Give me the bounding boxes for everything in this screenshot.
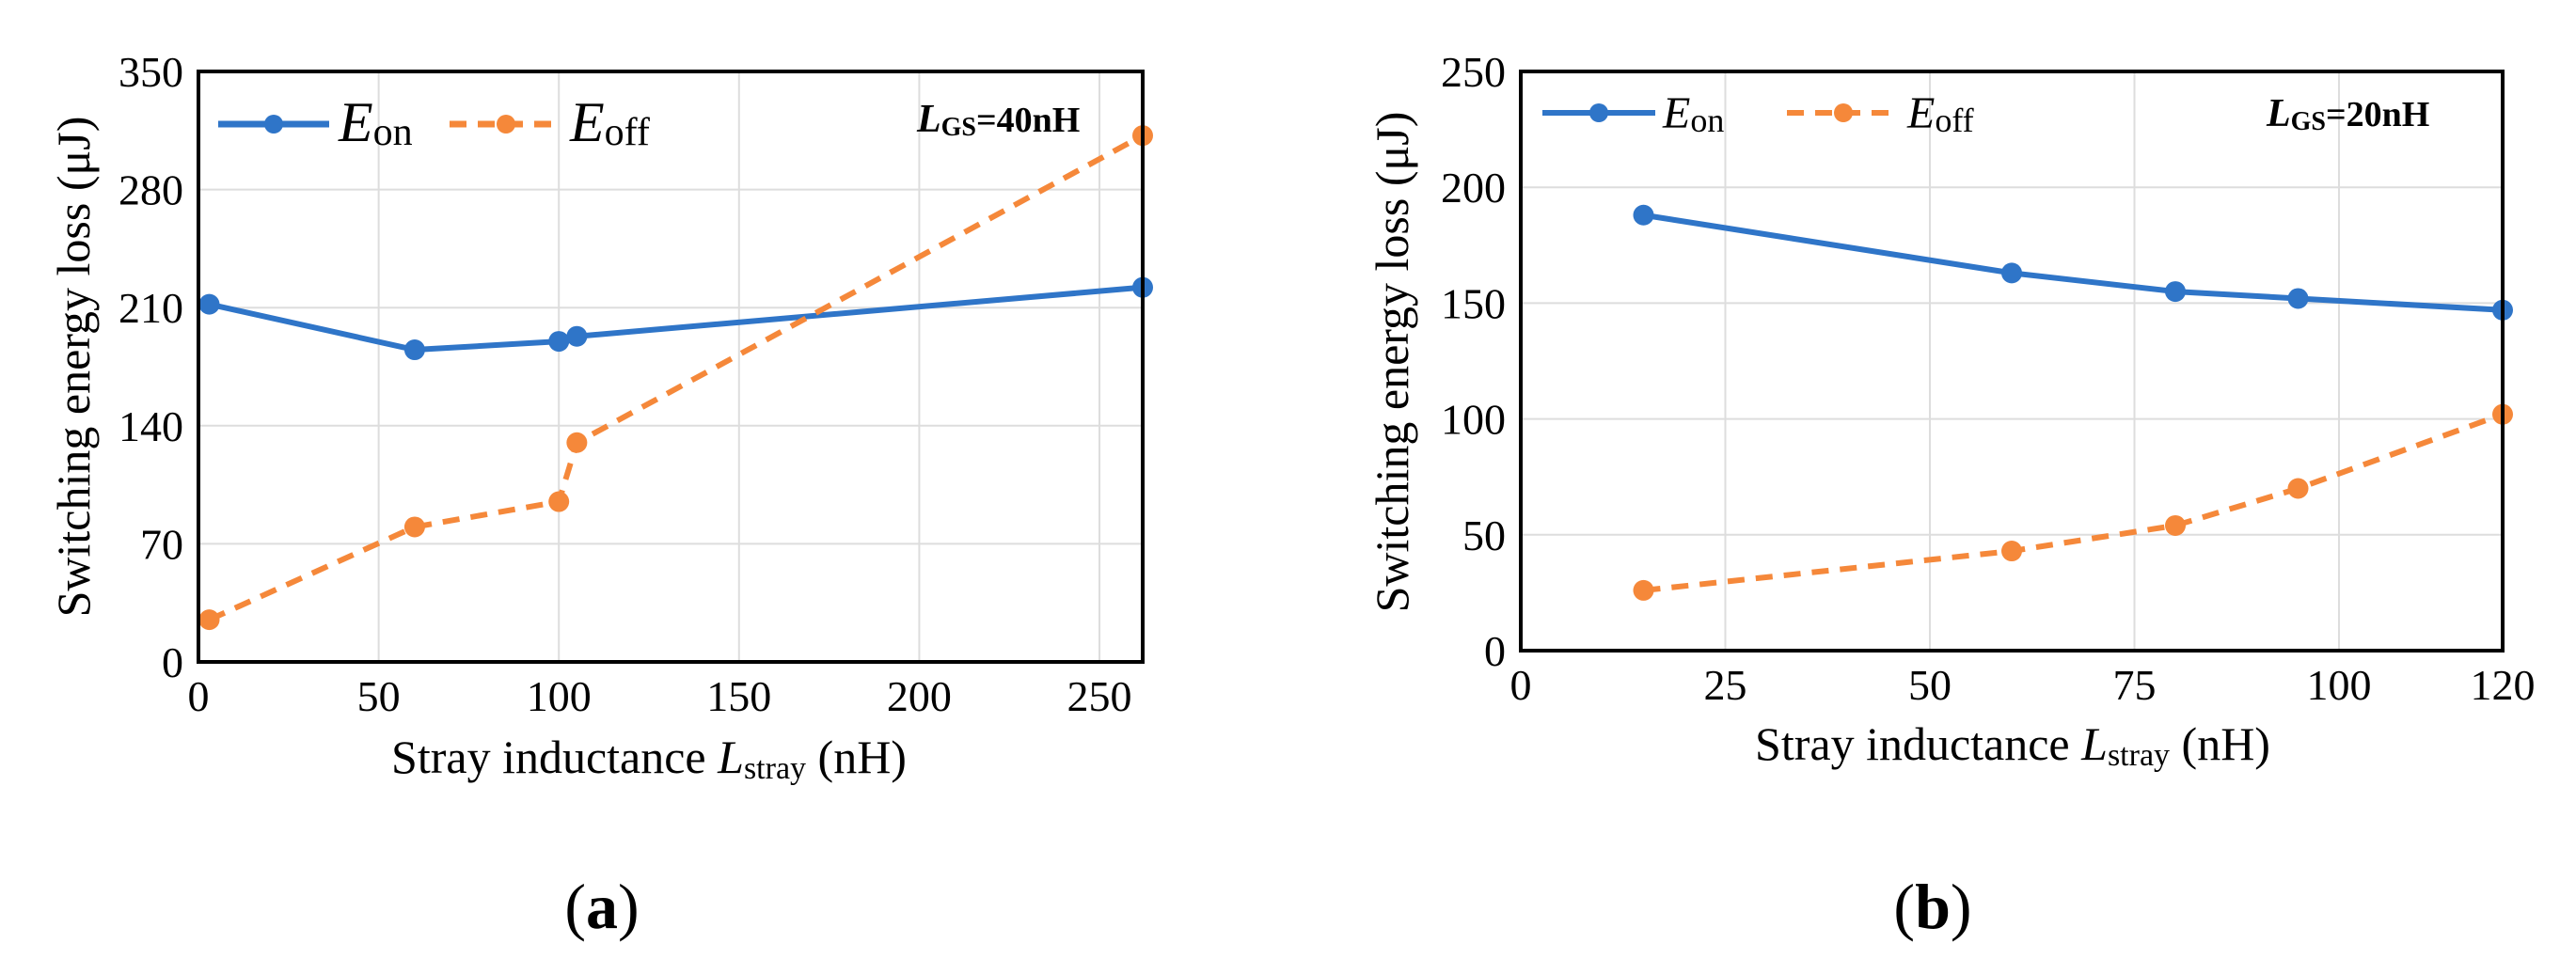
series-line-a-on bbox=[208, 284, 1144, 354]
data-point-b-off-2 bbox=[2165, 514, 2186, 536]
panel-label-a: (a) bbox=[564, 871, 639, 942]
plot-frame-a bbox=[197, 70, 1145, 664]
x-axis-label-a: Stray inductance Lstray (nH) bbox=[391, 731, 907, 786]
legend-b-eon-marker bbox=[1589, 103, 1608, 122]
x-tick-labels-b: 0 25 50 75 100 120 bbox=[1510, 661, 2536, 709]
data-point-b-off-3 bbox=[2287, 478, 2309, 499]
data-point-a-off-2 bbox=[548, 491, 570, 512]
legend-b-eoff-marker bbox=[1834, 103, 1853, 122]
chart-panel-a: 0 70 140 210 280 350 0 50 100 150 200 250 Eon Eoff… bbox=[47, 48, 1153, 942]
legend-a-eoff-label: Eoff bbox=[569, 91, 650, 154]
x-tick-a-2: 100 bbox=[527, 672, 592, 720]
x-axis-label-b: Stray inductance Lstray (nH) bbox=[1755, 717, 2270, 773]
series-line-b-off bbox=[1643, 411, 2505, 593]
y-tick-b-0: 0 bbox=[1484, 627, 1506, 675]
y-axis-label-b: Switching energy loss (μJ) bbox=[1366, 112, 1418, 613]
series-line-b-on bbox=[1643, 212, 2504, 313]
y-tick-b-5: 250 bbox=[1441, 48, 1506, 96]
legend-a-eon-label: Eon bbox=[338, 91, 413, 154]
series-layer-a bbox=[198, 125, 1153, 631]
x-tick-b-3: 75 bbox=[2113, 661, 2157, 709]
data-point-b-on-3 bbox=[2287, 288, 2309, 309]
y-tick-a-1: 70 bbox=[140, 520, 183, 568]
x-tick-labels-a: 0 50 100 150 200 250 bbox=[188, 672, 1132, 720]
data-point-a-on-1 bbox=[403, 339, 425, 361]
data-point-a-on-2 bbox=[548, 331, 570, 353]
x-tick-a-1: 50 bbox=[357, 672, 401, 720]
x-tick-b-4: 100 bbox=[2307, 661, 2372, 709]
data-point-b-off-1 bbox=[2001, 541, 2022, 562]
data-point-b-on-2 bbox=[2165, 281, 2186, 303]
y-tick-b-1: 50 bbox=[1462, 511, 1506, 559]
annotation-lgs-a: LGS=40nH bbox=[916, 98, 1080, 142]
y-axis-label-a: Switching energy loss (μJ) bbox=[47, 117, 100, 618]
y-tick-a-4: 280 bbox=[119, 166, 183, 214]
legend-b: Eon Eoff bbox=[1542, 88, 1974, 139]
plot-frame-b bbox=[1519, 70, 2505, 653]
data-point-a-on-3 bbox=[566, 325, 588, 347]
gridlines-b bbox=[1521, 71, 2504, 651]
data-point-b-on-0 bbox=[1633, 204, 1654, 226]
legend-b-eoff-label: Eoff bbox=[1906, 88, 1974, 139]
x-tick-b-5: 120 bbox=[2471, 661, 2536, 709]
legend-a: Eon Eoff bbox=[218, 91, 650, 154]
data-point-b-off-0 bbox=[1633, 579, 1654, 601]
legend-b-eon-label: Eon bbox=[1662, 88, 1724, 139]
x-tick-a-0: 0 bbox=[188, 672, 210, 720]
annotation-lgs-b: LGS=20nH bbox=[2266, 92, 2429, 136]
y-tick-a-3: 210 bbox=[119, 284, 183, 332]
y-tick-b-3: 150 bbox=[1441, 279, 1506, 327]
gridlines-a bbox=[198, 71, 1143, 662]
x-tick-b-2: 50 bbox=[1908, 661, 1952, 709]
y-tick-b-2: 100 bbox=[1441, 396, 1506, 444]
x-tick-a-5: 250 bbox=[1067, 672, 1132, 720]
y-tick-labels-a: 0 70 140 210 280 350 bbox=[119, 48, 183, 686]
series-layer-b bbox=[1633, 204, 2513, 601]
y-tick-a-0: 0 bbox=[162, 638, 183, 686]
x-tick-b-1: 25 bbox=[1704, 661, 1747, 709]
series-line-a-off bbox=[208, 133, 1145, 622]
chart-panel-b: 0 50 100 150 200 250 0 25 50 75 100 120 Eon Eoff L… bbox=[1366, 48, 2536, 942]
y-tick-a-5: 350 bbox=[119, 48, 183, 96]
y-tick-a-2: 140 bbox=[119, 402, 183, 450]
legend-a-eon-marker bbox=[264, 115, 283, 134]
legend-a-eoff-marker bbox=[497, 115, 515, 134]
x-tick-a-3: 150 bbox=[706, 672, 771, 720]
data-point-b-on-1 bbox=[2001, 262, 2022, 284]
x-tick-a-4: 200 bbox=[887, 672, 952, 720]
data-point-a-off-0 bbox=[198, 609, 220, 631]
data-point-a-off-3 bbox=[566, 432, 588, 453]
y-tick-b-4: 200 bbox=[1441, 164, 1506, 212]
data-point-a-on-0 bbox=[198, 293, 220, 315]
data-point-a-off-1 bbox=[403, 516, 425, 538]
x-tick-b-0: 0 bbox=[1510, 661, 1532, 709]
y-tick-labels-b: 0 50 100 150 200 250 bbox=[1441, 48, 1506, 675]
panel-label-b: (b) bbox=[1893, 871, 1971, 942]
